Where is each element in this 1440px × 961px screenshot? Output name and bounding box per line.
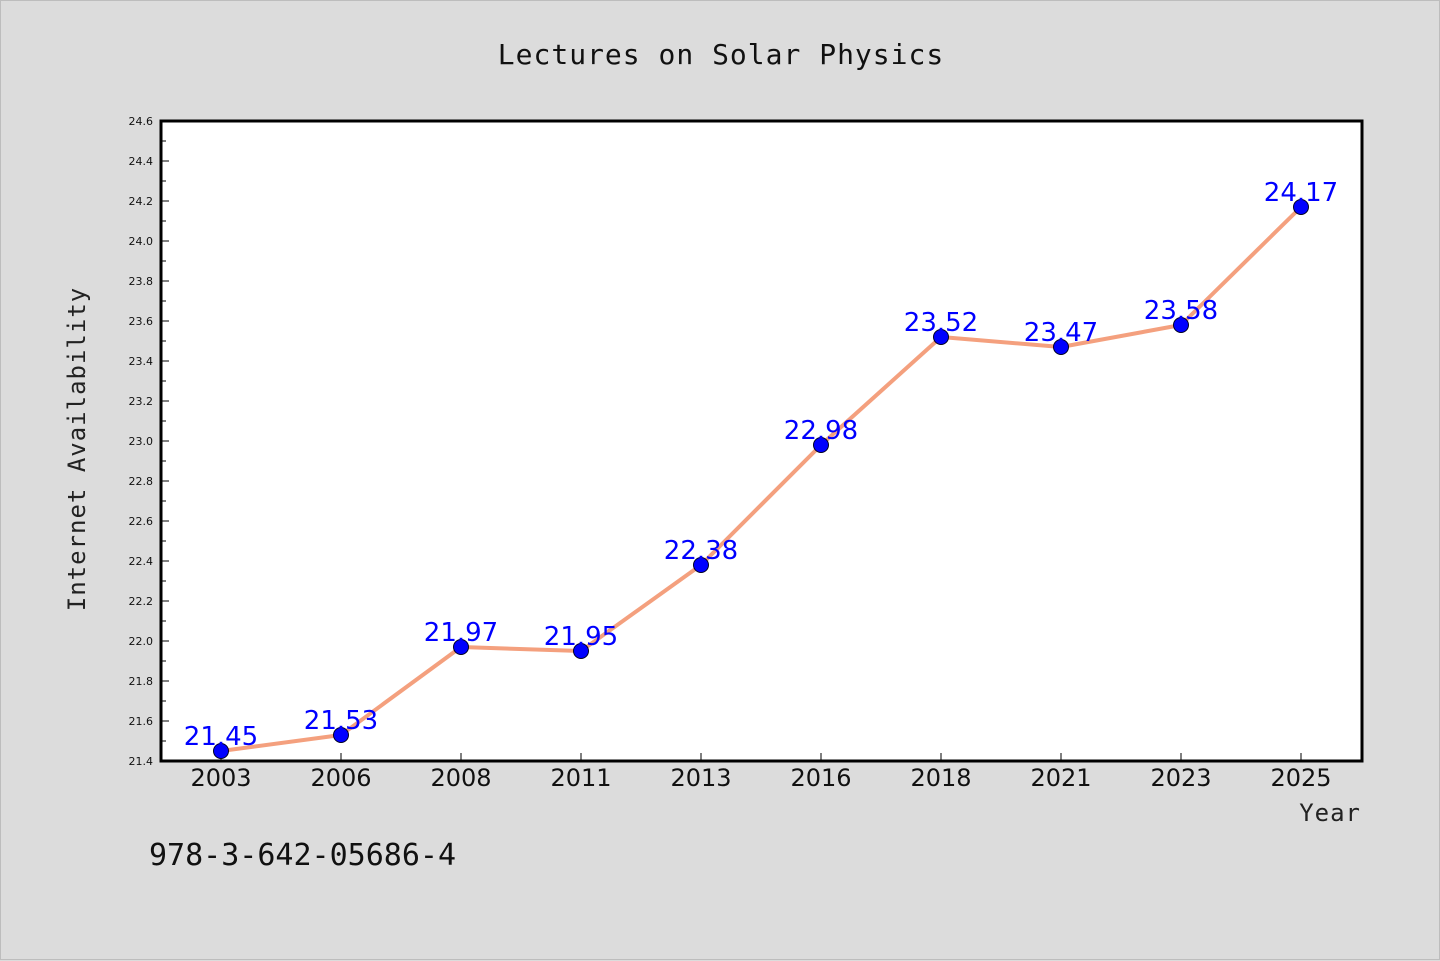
y-tick-label: 23.6 [129, 315, 154, 328]
x-axis: 2003 2006 2008 2011 2013 2016 2018 2021 2023 2025 [190, 753, 1332, 792]
isbn-footer: 978-3-642-05686-4 [149, 838, 456, 873]
y-tick-label: 22.4 [129, 555, 154, 568]
series-line [219, 205, 1303, 753]
x-tick-label: 2003 [190, 764, 251, 792]
chart-title: Lectures on Solar Physics [498, 38, 944, 71]
y-tick-label: 23.4 [129, 355, 154, 368]
x-tick-label: 2018 [910, 764, 971, 792]
x-tick-label: 2011 [550, 764, 611, 792]
y-tick-label: 22.0 [129, 635, 154, 648]
y-tick-label: 21.6 [129, 715, 154, 728]
y-tick-label: 24.2 [129, 195, 154, 208]
x-tick-label: 2023 [1150, 764, 1211, 792]
y-tick-label: 23.0 [129, 435, 154, 448]
x-tick-label: 2013 [670, 764, 731, 792]
x-tick-label: 2025 [1270, 764, 1331, 792]
y-tick-label: 23.8 [129, 275, 154, 288]
data-label: 23.47 [1024, 318, 1098, 348]
data-label: 21.53 [304, 706, 378, 736]
data-label: 22.38 [664, 536, 738, 566]
x-tick-label: 2006 [310, 764, 371, 792]
y-tick-label: 23.2 [129, 395, 154, 408]
x-tick-label: 2021 [1030, 764, 1091, 792]
data-label: 21.97 [424, 618, 498, 648]
data-label: 23.58 [1144, 296, 1218, 326]
y-tick-label: 21.8 [129, 675, 154, 688]
y-tick-label: 24.6 [129, 115, 154, 128]
y-axis-label: Internet Availability [63, 287, 91, 611]
data-label: 21.45 [184, 722, 258, 752]
y-tick-label: 24.0 [129, 235, 154, 248]
y-tick-label: 22.6 [129, 515, 154, 528]
x-tick-label: 2008 [430, 764, 491, 792]
y-axis: 21.4 21.6 21.8 22.0 22.2 22.4 22.6 22.8 23.0 23.2… [129, 115, 169, 768]
data-point [1293, 199, 1309, 215]
data-label: 24.17 [1264, 178, 1338, 208]
data-point [933, 329, 949, 345]
data-label: 22.98 [784, 416, 858, 446]
y-tick-label: 22.8 [129, 475, 154, 488]
data-point [453, 639, 469, 655]
x-tick-label: 2016 [790, 764, 851, 792]
series-layer: 21.45 21.53 21.97 21.95 22.38 22.98 23.52 23.47… [184, 178, 1338, 759]
data-point [333, 727, 349, 743]
data-point [1173, 317, 1189, 333]
data-point [813, 437, 829, 453]
data-point [213, 743, 229, 759]
plot-area [159, 119, 1364, 763]
y-tick-label: 22.2 [129, 595, 154, 608]
data-label: 23.52 [904, 308, 978, 338]
y-tick-label: 24.4 [129, 155, 154, 168]
data-point [573, 643, 589, 659]
data-point [693, 557, 709, 573]
y-tick-label: 21.4 [129, 755, 154, 768]
data-label: 21.95 [544, 622, 618, 652]
x-axis-label: Year [1299, 799, 1361, 827]
data-point [1053, 339, 1069, 355]
